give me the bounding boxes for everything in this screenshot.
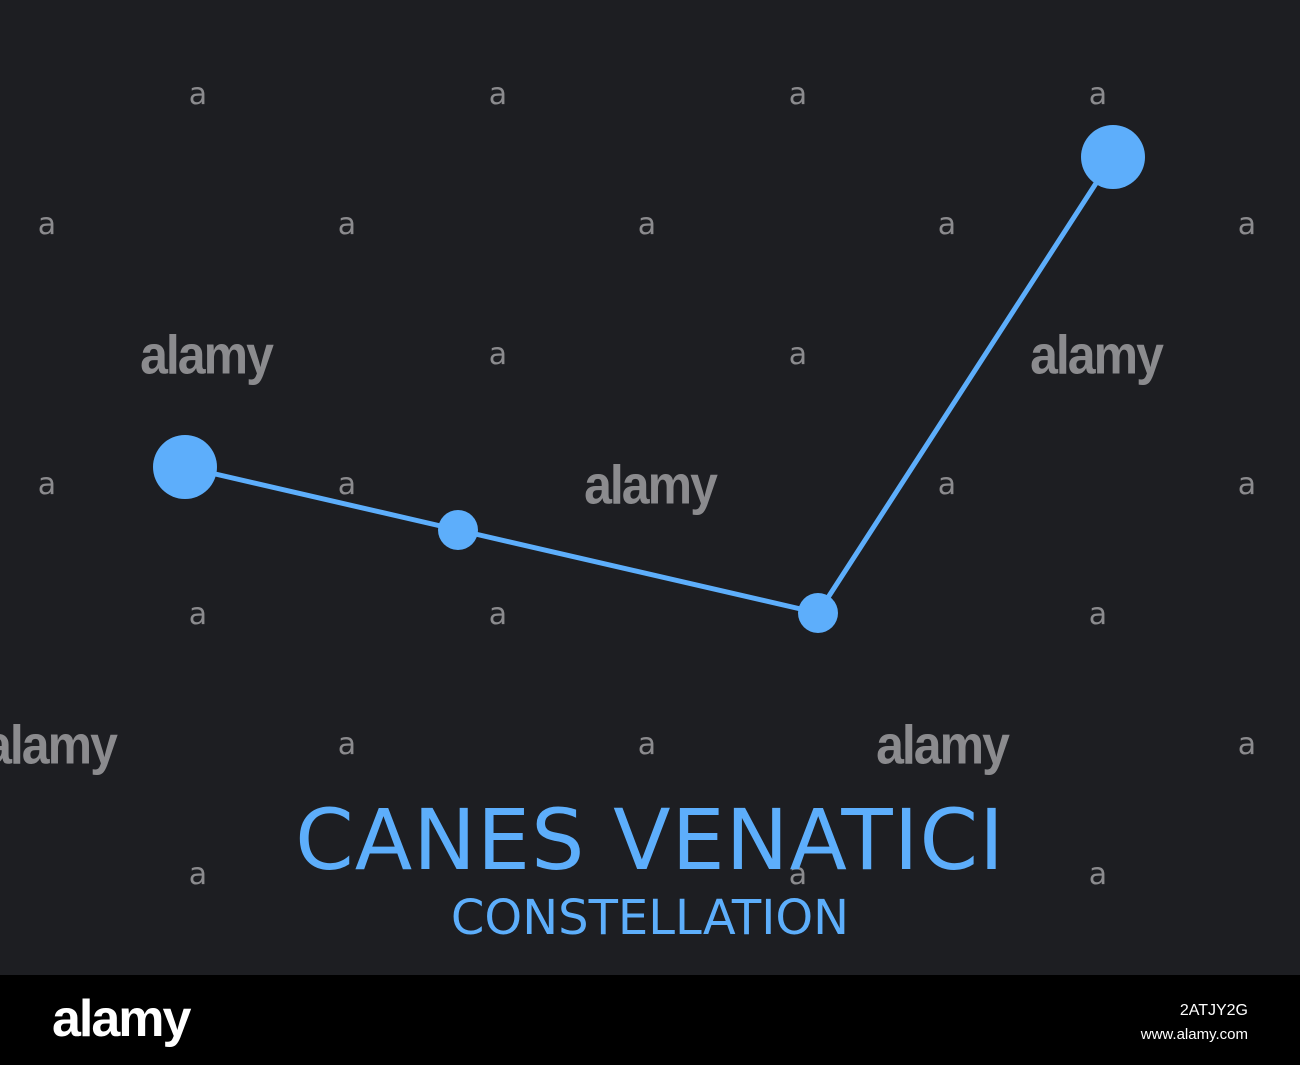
constellation-subtitle: CONSTELLATION [450,890,850,946]
star-4 [1081,125,1145,189]
footer-url: www.alamy.com [1140,1026,1248,1043]
watermark-glyph: a [1237,467,1257,502]
watermark-glyph: a [1237,207,1257,242]
watermark-glyph: a [937,207,957,242]
watermark-glyph: a [337,207,357,242]
watermark-logo: alamy [584,454,718,516]
watermark-glyph: a [1088,857,1108,892]
watermark-glyph: a [337,727,357,762]
star-1 [153,435,217,499]
watermark-glyph: a [788,77,808,112]
watermark-glyph: a [488,597,508,632]
watermark-glyph: a [188,597,208,632]
watermark-logo: alamy [1030,324,1164,386]
constellation-title: CANES VENATICI [295,791,1005,889]
watermark-glyph: a [788,857,808,892]
watermark-glyph: a [1088,597,1108,632]
constellation-line-3 [815,154,1116,616]
watermark-glyph: a [1088,77,1108,112]
constellation-artboard: a a a a a a a a a a a a a a a a a a a a a a a a alamy alamy alamy a… [0,0,1300,975]
watermark-glyph: a [788,337,808,372]
watermark-glyph: a [37,207,57,242]
footer-bar: alamy 2ATJY2G www.alamy.com [0,975,1300,1065]
watermark-glyph: a [937,467,957,502]
watermark-logo: alamy [0,714,118,776]
watermark-glyph: a [188,77,208,112]
watermark-glyph: a [637,207,657,242]
constellation-diagram [153,125,1145,633]
watermark-glyph: a [1237,727,1257,762]
watermark-glyph: a [637,727,657,762]
watermark-glyph: a [337,467,357,502]
image-id: 2ATJY2G [1179,1002,1248,1019]
constellation-line-1 [182,464,461,533]
watermark-logo: alamy [140,324,274,386]
watermark-glyph: a [488,337,508,372]
watermark-glyph: a [488,77,508,112]
watermark-glyph: a [37,467,57,502]
star-2 [438,510,478,550]
constellation-line-2 [455,527,821,616]
watermark-logo: alamy [876,714,1010,776]
watermark-glyph: a [188,857,208,892]
star-3 [798,593,838,633]
alamy-logo: alamy [52,990,191,1048]
